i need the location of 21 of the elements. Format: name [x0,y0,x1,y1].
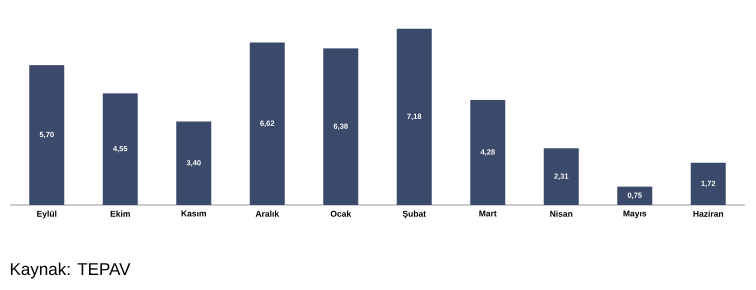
bar [396,28,432,205]
x-tick-label: Ekim [110,210,130,217]
bar [617,186,652,205]
x-tick-label: Eylül [37,210,56,218]
x-tick-label: Şubat [402,210,426,218]
bar [544,148,579,205]
bar [29,65,64,205]
bar [323,48,358,205]
bar [690,162,726,205]
x-tick-label: Aralık [256,210,280,217]
bar [250,42,285,205]
bar [102,93,138,205]
x-tick-label: Kasım [182,210,206,216]
bar [176,122,212,205]
x-tick-label: Mart [479,210,497,216]
x-tick-label: Mayıs [624,210,646,218]
text: Kaynak: TEPAV [10,262,130,278]
x-tick-label: Haziran [693,210,724,217]
x-tick-label: Ocak [330,210,352,217]
bar [470,100,506,205]
x-tick-label: Nisan [550,210,572,217]
